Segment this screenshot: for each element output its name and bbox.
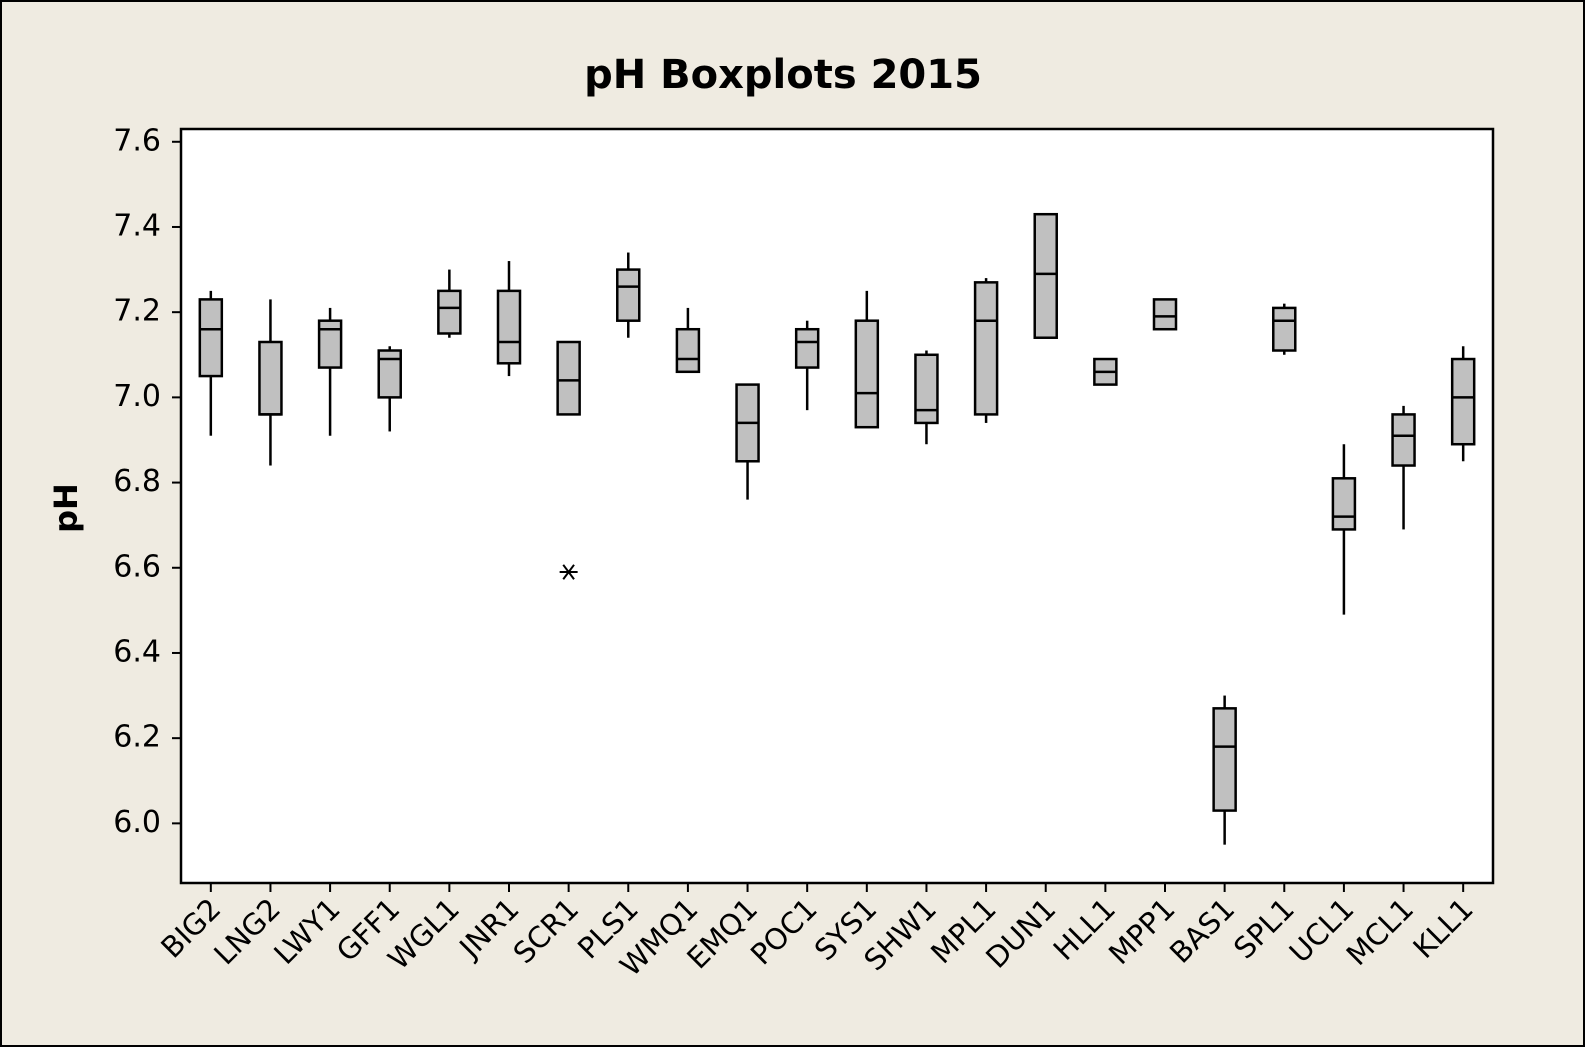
box: [854, 319, 880, 429]
y-tick-label: 6.8: [113, 464, 161, 499]
box: [1272, 306, 1297, 352]
y-tick-label: 6.2: [113, 720, 161, 755]
box: [1212, 707, 1237, 812]
box: [1152, 298, 1178, 331]
chart-title: pH Boxplots 2015: [584, 52, 982, 98]
y-axis-label: pH: [47, 483, 85, 533]
y-tick-label: 7.0: [113, 379, 161, 414]
box: [198, 298, 224, 378]
box: [556, 340, 581, 416]
y-tick-label: 7.6: [113, 123, 161, 158]
y-tick-label: 7.4: [113, 208, 161, 243]
box: [973, 281, 999, 416]
box: [317, 319, 343, 369]
plot-area: [179, 127, 1495, 885]
y-tick-label: 6.6: [113, 549, 161, 584]
box: [496, 289, 522, 365]
box: [1391, 413, 1416, 467]
box: [675, 327, 701, 374]
box: [258, 340, 283, 416]
box: [794, 327, 820, 369]
box: [437, 289, 462, 335]
y-tick-label: 7.2: [113, 294, 161, 329]
box: [1331, 477, 1357, 531]
box: [914, 353, 939, 425]
box: [1033, 212, 1058, 339]
box: [377, 349, 402, 399]
box: [616, 268, 641, 322]
y-tick-label: 6.0: [113, 805, 161, 840]
box: [1450, 357, 1476, 446]
y-tick-label: 6.4: [113, 634, 161, 669]
outlier: [559, 564, 578, 580]
